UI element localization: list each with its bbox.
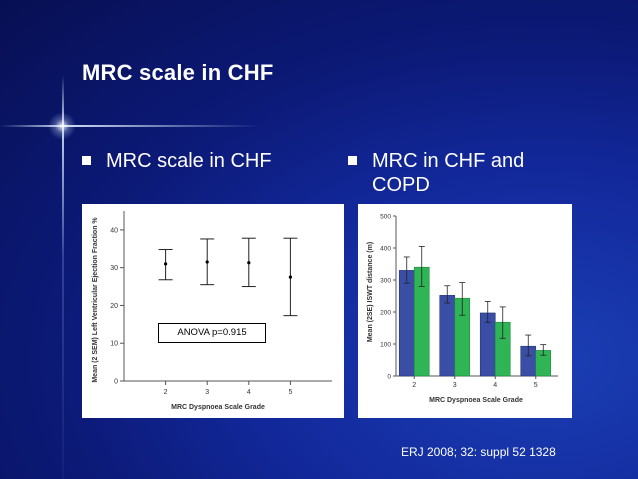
iswt-x-tick-label: 3 — [453, 382, 457, 389]
lvef-y-tick-label: 10 — [110, 341, 118, 348]
iswt-y-tick-label: 0 — [387, 374, 391, 381]
citation: ERJ 2008; 32: suppl 52 1328 — [401, 445, 556, 459]
lvef-y-tick-label: 30 — [110, 265, 118, 272]
iswt-x-tick-label: 5 — [534, 382, 538, 389]
lvef-x-axis-label: MRC Dyspnoea Scale Grade — [171, 404, 265, 411]
lvef-mean-point — [164, 262, 168, 266]
bullet-left: MRC scale in CHF — [82, 149, 302, 173]
lvef-mean-point — [205, 260, 209, 264]
lvef-x-tick-label: 3 — [205, 389, 209, 396]
light-flare — [48, 112, 76, 140]
lvef-x-tick-label: 5 — [288, 389, 292, 396]
iswt-bar-chf — [439, 295, 456, 377]
iswt-x-tick-label: 2 — [412, 382, 416, 389]
iswt-y-tick-label: 300 — [380, 278, 391, 285]
lvef-x-tick-label: 4 — [247, 389, 251, 396]
light-streak-vertical — [62, 75, 64, 479]
lvef-y-tick-label: 0 — [114, 379, 118, 386]
slide-title: MRC scale in CHF — [82, 60, 274, 85]
iswt-y-tick-label: 200 — [380, 310, 391, 317]
lvef-y-tick-label: 40 — [110, 227, 118, 234]
iswt-x-axis-label: MRC Dyspnoea Scale Grade — [429, 397, 523, 404]
lvef-y-tick-label: 20 — [110, 303, 118, 310]
iswt-y-tick-label: 400 — [380, 246, 391, 253]
iswt-chart: 0 100 200 300 400 500 2 3 4 5 Mean (2SE) ISWT dis… — [367, 214, 558, 404]
bullet-right: MRC in CHF and COPD — [348, 149, 578, 197]
lvef-chart: 0 10 20 30 40 2 3 4 5 Mean (2 SEM) Left Ventricu… — [92, 211, 332, 411]
lvef-axes: 0 10 20 30 40 2 3 4 5 — [110, 211, 332, 396]
square-bullet-icon — [82, 156, 91, 165]
iswt-x-tick-label: 4 — [493, 382, 497, 389]
iswt-y-tick-label: 500 — [380, 214, 391, 221]
lvef-y-axis-label: Mean (2 SEM) Left Ventricular Ejection F… — [92, 217, 99, 383]
anova-annotation: ANOVA p=0.915 — [158, 323, 266, 343]
lvef-mean-point — [288, 275, 292, 279]
lvef-x-tick-label: 2 — [164, 389, 168, 396]
lvef-chart-panel: 0 10 20 30 40 2 3 4 5 Mean (2 SEM) Left Ventricu… — [82, 204, 344, 418]
iswt-y-tick-label: 100 — [380, 342, 391, 349]
square-bullet-icon — [348, 156, 357, 165]
light-streak-horizontal — [0, 125, 260, 127]
iswt-y-axis-label: Mean (2SE) ISWT distance (m) — [367, 242, 374, 342]
iswt-chart-panel: 0 100 200 300 400 500 2 3 4 5 Mean (2SE) ISWT dis… — [358, 204, 572, 418]
iswt-bar-chf — [398, 270, 415, 377]
lvef-mean-point — [247, 261, 251, 265]
bullet-right-text: MRC in CHF and COPD — [372, 150, 525, 196]
bullet-left-text: MRC scale in CHF — [106, 150, 272, 172]
iswt-marks — [398, 246, 552, 377]
lvef-marks — [158, 237, 298, 317]
